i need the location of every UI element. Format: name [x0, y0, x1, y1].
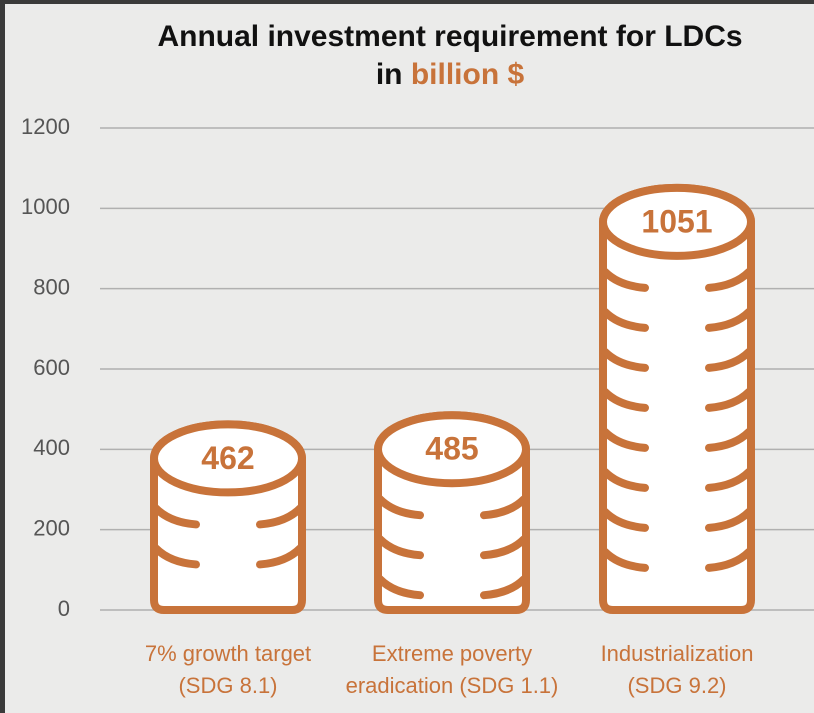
y-tick-label: 200	[33, 515, 70, 540]
y-tick-label: 1200	[21, 114, 70, 139]
x-tick-label: 7% growth target	[145, 641, 311, 666]
y-tick-label: 1000	[21, 194, 70, 219]
y-tick-label: 600	[33, 355, 70, 380]
y-tick-label: 0	[58, 596, 70, 621]
x-tick-label: (SDG 8.1)	[178, 673, 277, 698]
x-tick-label: Industrialization	[601, 641, 754, 666]
x-tick-label: (SDG 9.2)	[627, 673, 726, 698]
subtitle-text: in	[376, 58, 403, 91]
y-tick-label: 800	[33, 274, 70, 299]
x-tick-label: eradication (SDG 1.1)	[346, 673, 559, 698]
x-tick-label: Extreme poverty	[372, 641, 532, 666]
data-label: 485	[425, 431, 478, 467]
chart-subtitle: in billion $	[376, 58, 525, 91]
chart-title: Annual investment requirement for LDCs	[157, 20, 742, 53]
y-tick-label: 400	[33, 435, 70, 460]
data-label: 462	[201, 440, 254, 476]
chart: Annual investment requirement for LDCs i…	[0, 0, 814, 713]
page: Annual investment requirement for LDCs i…	[0, 0, 814, 713]
data-label: 1051	[641, 203, 712, 239]
subtitle-unit: billion $	[411, 58, 525, 91]
